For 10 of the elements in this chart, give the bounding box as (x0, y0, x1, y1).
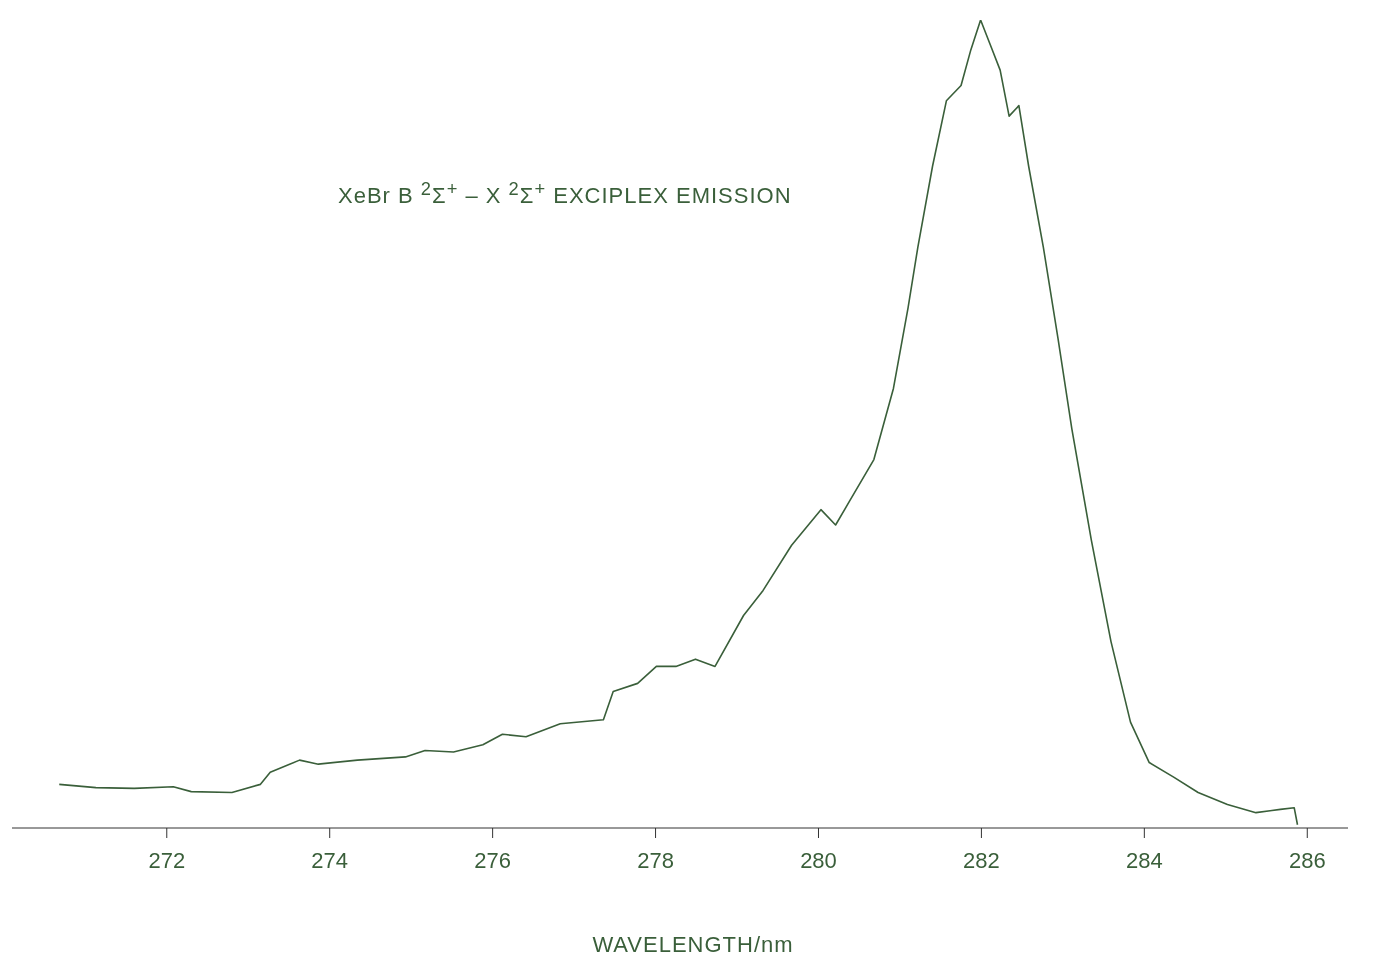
x-axis-title: WAVELENGTH/nm (591, 932, 795, 958)
x-tick-label: 274 (311, 847, 349, 873)
x-tick-label: 280 (800, 847, 837, 873)
x-tick-label: 278 (637, 847, 674, 873)
x-tick-label: 282 (963, 847, 1000, 873)
x-tick-label: 276 (474, 847, 511, 873)
x-tick-label: 272 (148, 847, 186, 873)
x-tick-label: 286 (1288, 847, 1326, 873)
text: XeBr B $^{2}$Σ$^{+}$ – X $^{2}$Σ$^{+}$ EXCIPLEX EMISSION (338, 178, 792, 209)
x-tick-label: 284 (1125, 847, 1163, 873)
